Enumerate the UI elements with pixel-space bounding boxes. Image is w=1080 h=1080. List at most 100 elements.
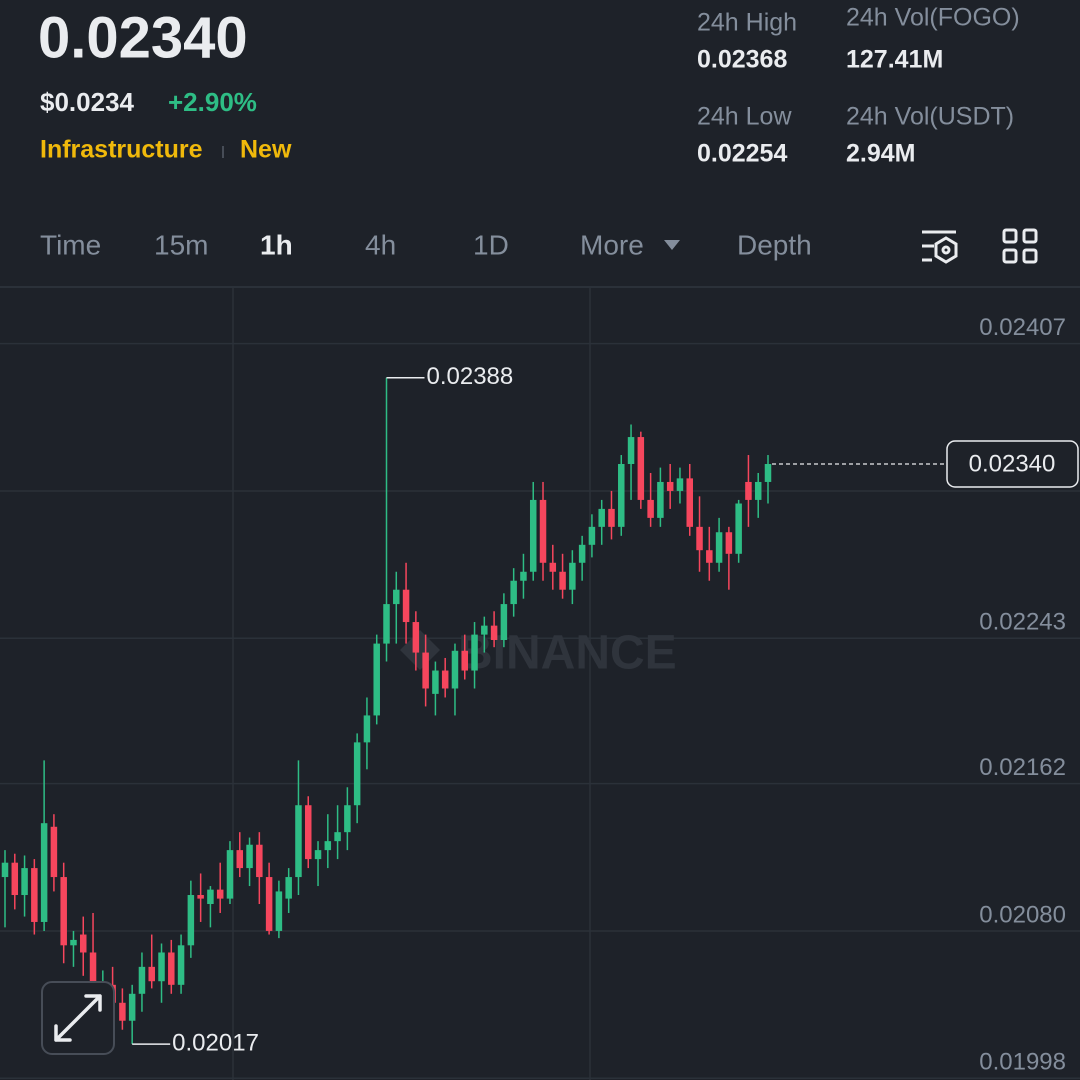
layout-icon[interactable] xyxy=(1002,228,1038,264)
candle-body xyxy=(80,934,87,953)
candle-body xyxy=(128,993,136,1021)
candle-body xyxy=(21,868,28,896)
candle-body xyxy=(686,478,693,527)
candle-body xyxy=(138,966,146,994)
candles xyxy=(1,377,772,1045)
candle-body xyxy=(578,544,586,563)
candle-body xyxy=(393,589,400,605)
candle-body xyxy=(412,622,420,653)
candle-body xyxy=(549,562,557,572)
candle-body xyxy=(353,742,361,806)
tab[interactable]: More xyxy=(580,229,644,260)
high-label: 0.02388 xyxy=(427,363,514,390)
candle-body xyxy=(285,877,292,899)
y-tick-label: 0.02243 xyxy=(979,609,1066,636)
tab[interactable]: 4h xyxy=(365,229,396,260)
candle-body xyxy=(706,550,713,563)
candle-body xyxy=(40,823,48,922)
candle-body xyxy=(559,571,566,590)
candle-body xyxy=(657,481,664,518)
candle-body xyxy=(529,499,537,572)
watermark-text: BINANCE xyxy=(458,627,677,680)
candle-body xyxy=(50,826,58,878)
tab[interactable]: Depth xyxy=(737,229,812,260)
candle-body xyxy=(246,844,253,869)
indicator-icon[interactable] xyxy=(922,230,958,264)
candle-body xyxy=(666,481,674,491)
candle-body xyxy=(735,503,742,554)
overlay: 0.02388 0.02017 0.02340 xyxy=(132,363,1079,1056)
y-tick-label: 0.01998 xyxy=(979,1049,1066,1076)
stat-label: 24h Vol(USDT) xyxy=(846,103,1014,131)
tab[interactable]: 15m xyxy=(154,229,208,260)
candle-body xyxy=(168,952,175,985)
stat-label: 24h High xyxy=(697,9,797,37)
candle-body xyxy=(539,499,547,563)
candle-body xyxy=(569,562,576,590)
candle-body xyxy=(216,889,224,899)
y-tick-label: 0.02162 xyxy=(979,754,1066,781)
candle-body xyxy=(197,895,204,899)
expand-button[interactable] xyxy=(41,981,115,1055)
candle-body xyxy=(187,895,195,946)
stat-value: 127.41M xyxy=(846,46,943,74)
candle-body xyxy=(510,580,517,605)
price: 0.02340 xyxy=(38,5,248,70)
candle-body xyxy=(725,532,733,554)
candle-body xyxy=(441,670,449,689)
candle-body xyxy=(647,499,654,518)
candle-body xyxy=(1,862,9,878)
tab[interactable]: 1h xyxy=(260,229,293,260)
candle-body xyxy=(60,877,67,946)
candle-body xyxy=(314,850,322,860)
tab[interactable]: Time xyxy=(40,229,101,260)
candle-body xyxy=(275,891,283,931)
candle-body xyxy=(608,508,615,527)
candle-body xyxy=(295,805,302,878)
candle-body xyxy=(520,571,527,581)
candle-body xyxy=(363,715,371,743)
last-price-label: 0.02340 xyxy=(969,450,1056,477)
candle-body xyxy=(618,464,625,527)
candle-body xyxy=(676,478,684,491)
candle-body xyxy=(754,481,762,500)
candle-body xyxy=(177,945,185,985)
candle-body xyxy=(265,877,273,931)
candle-body xyxy=(598,508,605,527)
candle-body xyxy=(481,625,488,635)
candle-body xyxy=(422,652,429,689)
candle-body xyxy=(490,625,498,640)
last-price-box xyxy=(946,440,1079,488)
stat-value: 0.02254 xyxy=(697,140,787,168)
candle-body xyxy=(451,650,459,689)
candle-body xyxy=(236,850,244,869)
candle-body xyxy=(119,1002,126,1021)
candle-body xyxy=(471,634,478,671)
y-tick-label: 0.02407 xyxy=(979,314,1066,341)
y-tick-label: 0.02080 xyxy=(979,901,1066,928)
candle-body xyxy=(207,889,214,904)
tag[interactable]: New xyxy=(240,136,292,164)
candle-body xyxy=(383,604,390,644)
candle-body xyxy=(304,805,312,860)
stat-label: 24h Low xyxy=(697,103,792,131)
candle-body xyxy=(764,464,772,482)
candle-body xyxy=(627,437,635,464)
candle-body xyxy=(696,526,703,551)
tab[interactable]: 1D xyxy=(473,229,509,260)
candle-body xyxy=(148,966,155,982)
dropdown-caret xyxy=(664,240,680,250)
candle-body xyxy=(334,832,341,842)
stat-value: 2.94M xyxy=(846,140,915,168)
candle-body xyxy=(226,850,234,899)
candle-body xyxy=(715,532,723,563)
tag[interactable]: Infrastructure xyxy=(40,136,203,164)
candle-body xyxy=(637,437,645,500)
stat-value: 0.02368 xyxy=(697,46,787,74)
candle-body xyxy=(344,805,351,833)
candle-body xyxy=(500,604,508,640)
candle-body xyxy=(324,841,332,851)
candle-body xyxy=(256,844,263,878)
